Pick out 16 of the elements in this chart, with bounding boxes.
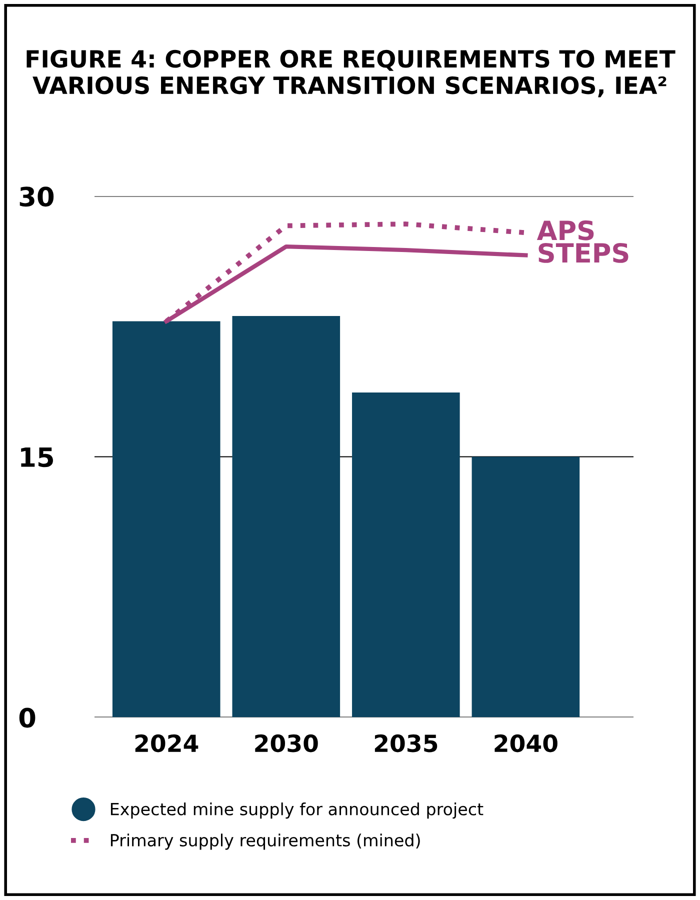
series-label: STEPS [538, 242, 628, 263]
series-label: APS [536, 220, 594, 240]
text: Primary supply requirements (mined) [110, 834, 420, 850]
bar [232, 316, 340, 718]
y-tick-label: 0 [19, 708, 36, 728]
y-tick-label: 15 [21, 448, 53, 468]
bar [472, 456, 580, 718]
bar [112, 321, 220, 718]
chart-title: FIGURE 4: COPPER ORE REQUIREMENTS TO MEET VARIOUS ENERGY TRANSITION SCENARIOS, IEA² [26, 50, 676, 98]
y-tick-label: 30 [20, 186, 54, 207]
x-tick-label: 2035 [374, 734, 438, 752]
x-tick-label: 2030 [255, 734, 318, 752]
legend-label: Expected mine supply for announced project [110, 802, 484, 819]
x-tick-label: 2040 [494, 734, 558, 752]
x-tick-label: 2024 [135, 734, 198, 752]
bar [352, 392, 460, 718]
